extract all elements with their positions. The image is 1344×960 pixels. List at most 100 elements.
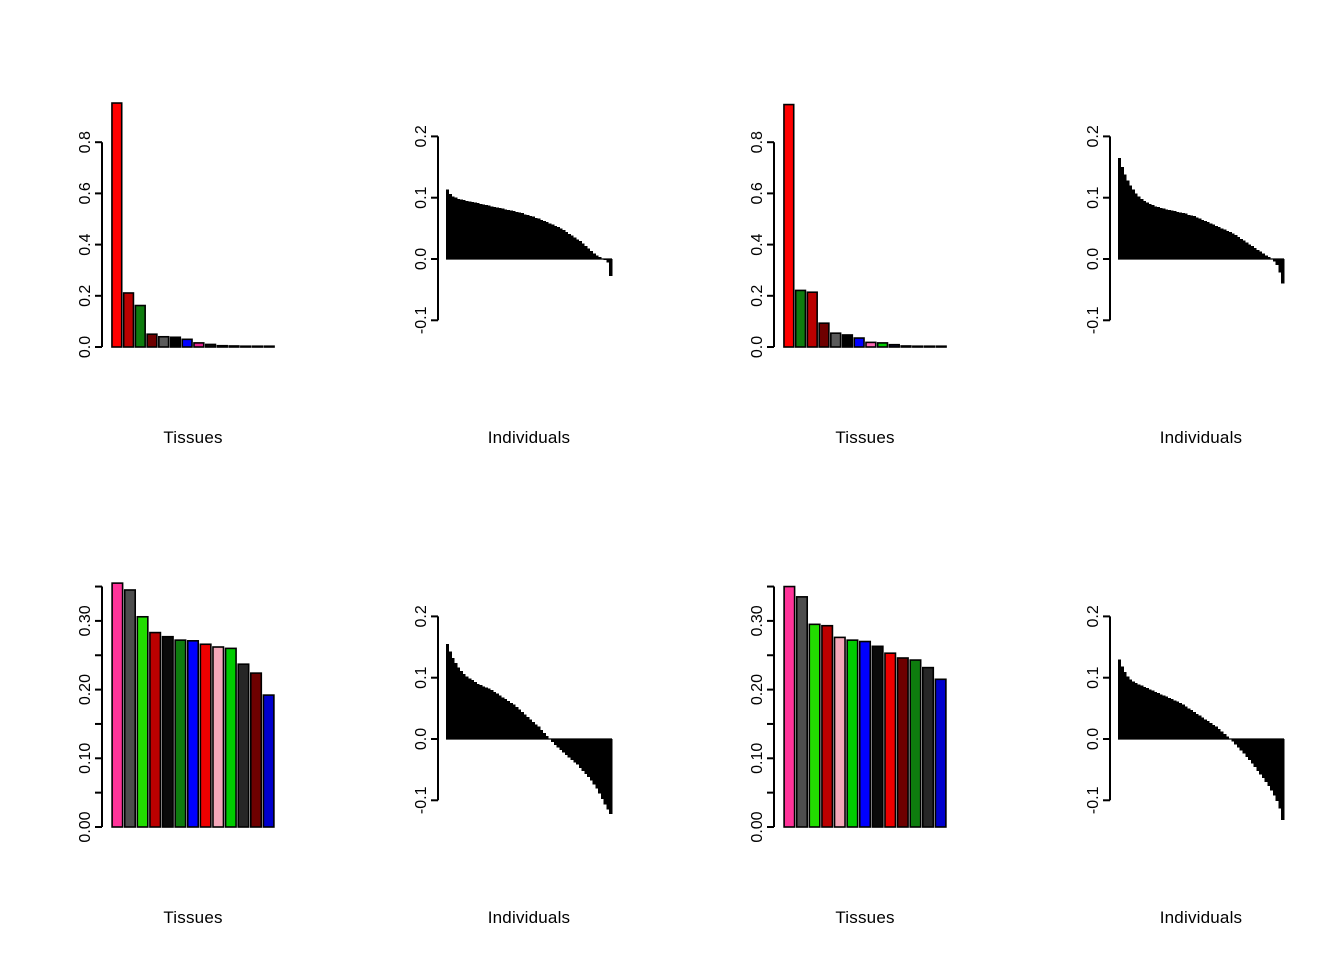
individual-bar xyxy=(479,685,483,739)
tissue-bar xyxy=(161,635,174,828)
individual-bar xyxy=(529,719,533,739)
individual-bar xyxy=(1228,232,1232,259)
y-tick-label: 0.2 xyxy=(77,285,94,307)
tissue-bar xyxy=(149,631,162,828)
individual-bar xyxy=(1189,215,1194,259)
individual-bar xyxy=(1239,238,1243,259)
individual-bar xyxy=(1203,220,1207,259)
individual-bar xyxy=(1156,693,1160,739)
tissue-bars xyxy=(111,102,275,348)
individual-bar xyxy=(548,739,552,740)
tissue-bar xyxy=(262,694,275,828)
individual-bar xyxy=(1206,721,1210,739)
individual-bar xyxy=(1120,666,1124,739)
individual-bar xyxy=(600,258,605,259)
individual-bar xyxy=(556,739,560,748)
individual-bar xyxy=(1118,659,1122,739)
individual-bar xyxy=(1201,219,1205,259)
individual-bar xyxy=(1236,739,1241,748)
individual-bar xyxy=(1264,255,1268,259)
individual-bar xyxy=(487,205,491,259)
individual-bar xyxy=(1203,719,1207,739)
y-tick-label: 0.2 xyxy=(749,285,766,307)
tissue-bar xyxy=(212,646,225,828)
individual-bar xyxy=(598,739,602,794)
individual-bar xyxy=(487,688,491,739)
individual-bar xyxy=(592,739,596,785)
individual-bar xyxy=(1223,734,1227,739)
individual-bar xyxy=(1267,739,1271,787)
individual-bar xyxy=(537,218,541,259)
individual-bar xyxy=(1278,739,1282,809)
individual-bar xyxy=(1225,230,1230,259)
individual-bar xyxy=(1225,736,1230,739)
tissue-bar xyxy=(783,103,795,348)
individual-bar xyxy=(1170,210,1174,259)
individual-bar xyxy=(1214,225,1218,259)
y-axis-tick-labels: 0.0 0.2 0.4 0.6 0.8 xyxy=(77,131,94,358)
individual-bar xyxy=(459,670,463,739)
individual-bar xyxy=(1134,193,1138,259)
individual-bar xyxy=(603,739,607,805)
individual-bar xyxy=(1212,724,1216,739)
x-axis-label: Tissues xyxy=(163,908,223,927)
individual-bar xyxy=(462,674,466,739)
individual-bar xyxy=(1131,189,1135,259)
y-tick-label: 0.6 xyxy=(749,182,766,204)
individual-bar xyxy=(1242,739,1246,754)
individual-bar xyxy=(1223,229,1227,259)
individual-bar xyxy=(473,202,477,259)
y-tick-label: 0.30 xyxy=(77,605,94,636)
individual-bar xyxy=(1178,702,1182,739)
tissues-barplot-2-chart: 0.0 0.2 0.4 0.6 0.8 xyxy=(749,103,947,358)
y-axis-tick-labels: 0.00 0.10 0.20 0.30 xyxy=(77,605,94,842)
individual-bar xyxy=(1201,717,1205,739)
tissue-bar xyxy=(896,657,909,828)
individual-bar xyxy=(523,214,527,259)
individual-bar xyxy=(1137,196,1141,259)
individual-bar xyxy=(1281,259,1285,284)
individual-bar xyxy=(609,259,613,277)
individual-bar xyxy=(534,217,538,259)
individual-bar xyxy=(468,201,472,259)
y-axis-tick-labels: -0.1 0.0 0.1 0.2 xyxy=(1085,605,1102,814)
tissue-bar xyxy=(216,344,228,348)
individual-bar xyxy=(1195,217,1199,259)
y-tick-label: 0.10 xyxy=(77,743,94,774)
individual-bar xyxy=(526,716,530,739)
individual-bar xyxy=(1228,739,1232,740)
y-tick-label: 0.2 xyxy=(413,125,430,147)
individual-bar xyxy=(495,693,499,739)
tissue-bar xyxy=(146,333,158,348)
panel-individuals-4: -0.1 0.0 0.1 0.2 Individuals xyxy=(1008,480,1344,960)
individual-bar xyxy=(1245,739,1249,757)
individual-bar xyxy=(553,739,558,746)
tissue-bar xyxy=(122,292,135,348)
individual-bar xyxy=(587,248,591,259)
individual-bar xyxy=(1148,689,1152,739)
individual-bar xyxy=(559,228,563,259)
individual-bar xyxy=(545,222,549,259)
y-axis xyxy=(1103,135,1111,322)
y-axis-tick-labels: 0.00 0.10 0.20 0.30 xyxy=(749,605,766,842)
individual-bar xyxy=(1187,708,1191,739)
individual-bar xyxy=(578,739,582,768)
individual-bar xyxy=(1231,233,1235,259)
tissue-bar xyxy=(876,342,889,348)
tissue-bar xyxy=(794,289,807,348)
individual-bar xyxy=(1120,167,1124,259)
individual-bar xyxy=(1167,697,1171,739)
individual-bar xyxy=(1126,180,1130,259)
y-axis xyxy=(767,141,775,348)
individual-bar xyxy=(540,219,544,259)
individual-bar xyxy=(1159,694,1163,739)
individual-bar xyxy=(520,712,524,739)
individual-bar xyxy=(1253,247,1257,259)
individual-bar xyxy=(1250,246,1254,259)
tissue-bar xyxy=(900,345,912,348)
individual-bar xyxy=(1118,157,1122,259)
tissue-bar xyxy=(193,342,205,348)
individual-bar xyxy=(448,651,452,739)
tissue-bar xyxy=(912,345,924,348)
individual-bar xyxy=(484,687,488,739)
